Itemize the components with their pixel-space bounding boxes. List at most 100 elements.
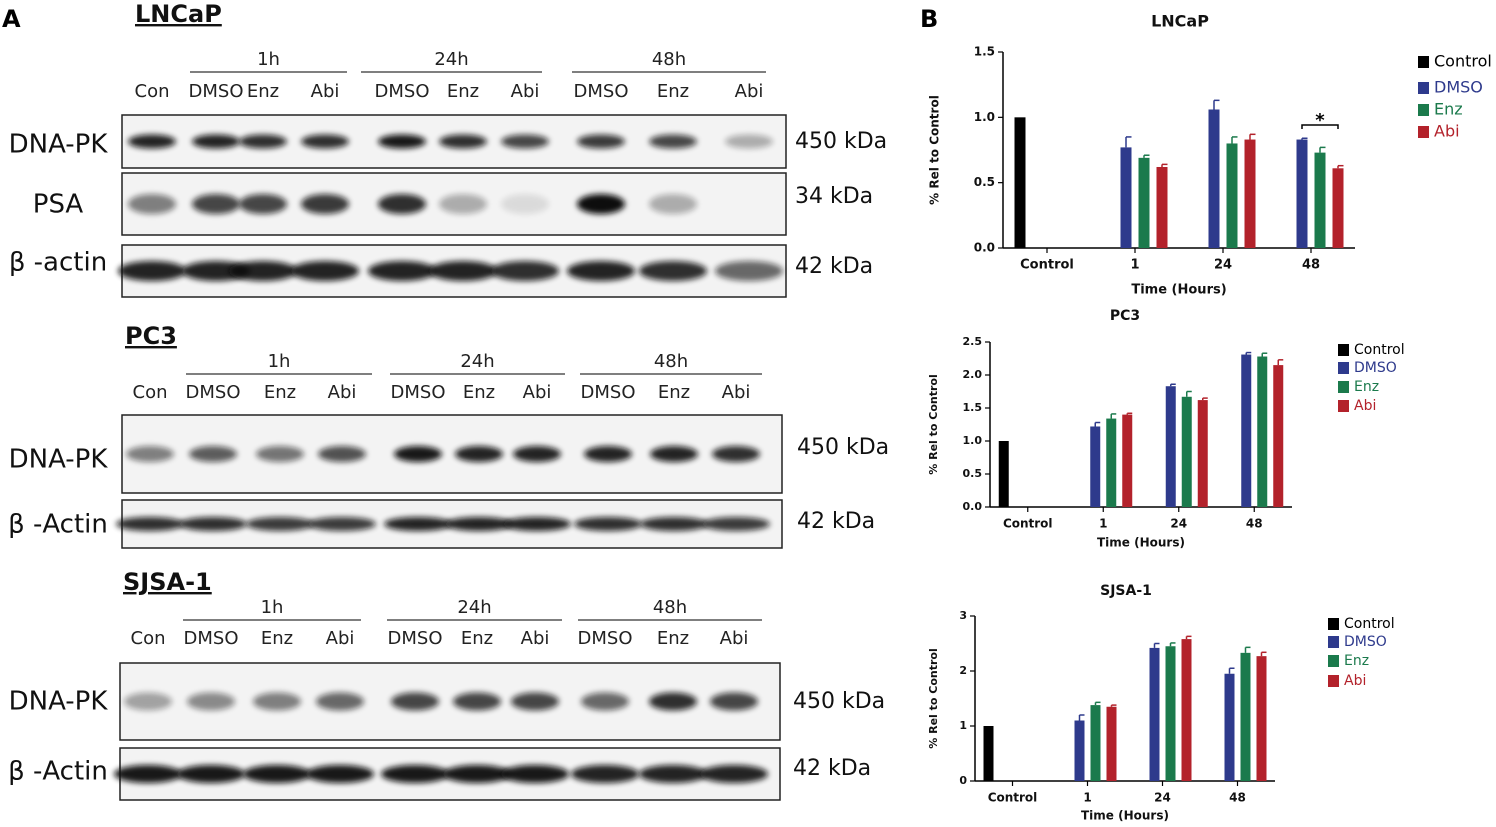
band (378, 194, 426, 214)
x-tick-label: 48 (1229, 791, 1246, 805)
band (187, 692, 235, 711)
band (308, 517, 376, 531)
band (253, 692, 301, 711)
protein-label: PSA (33, 190, 84, 220)
protein-label: β -Actin (8, 757, 108, 787)
lane-label: Enz (658, 382, 690, 403)
x-tick-label: Control (1020, 258, 1074, 273)
chart-title: LNCaP (1151, 12, 1209, 31)
band (501, 765, 569, 783)
band (574, 517, 642, 531)
lane-label: Enz (461, 628, 493, 649)
lane-label: DMSO (391, 382, 446, 403)
bar (998, 441, 1009, 507)
band (391, 692, 439, 711)
legend-swatch (1338, 381, 1349, 393)
bar (1106, 706, 1117, 781)
bar (1332, 168, 1344, 248)
band (229, 261, 297, 281)
band (384, 517, 452, 531)
x-axis-label: Time (Hours) (1081, 809, 1169, 823)
band (443, 765, 511, 783)
band (491, 261, 559, 281)
band (584, 446, 632, 462)
bar (983, 726, 994, 781)
legend-swatch (1418, 104, 1429, 116)
lane-label: DMSO (574, 81, 629, 102)
legend-swatch (1338, 344, 1349, 356)
bar (1208, 109, 1220, 248)
band (118, 261, 186, 281)
lane-label: Con (135, 81, 170, 102)
group-label: 48h (653, 597, 687, 618)
lane-label: DMSO (184, 628, 239, 649)
group-label: 1h (261, 597, 284, 618)
band (239, 194, 287, 214)
x-axis-label: Time (Hours) (1131, 283, 1226, 298)
band (114, 765, 182, 783)
y-tick-label: 1.0 (963, 434, 983, 447)
group-label: 1h (268, 351, 291, 372)
kda-label: 42 kDa (795, 254, 873, 279)
band (318, 446, 366, 462)
band (439, 194, 487, 214)
legend-label: Abi (1354, 398, 1376, 414)
band (455, 446, 503, 462)
group-label: 48h (652, 49, 686, 70)
panel-label: B (920, 5, 938, 33)
band (243, 765, 311, 783)
x-tick-label: 24 (1214, 258, 1232, 273)
y-tick-label: 0.0 (963, 500, 983, 513)
protein-label: DNA-PK (9, 130, 109, 160)
y-tick-label: 2.5 (963, 335, 983, 348)
band (639, 261, 707, 281)
bar (1240, 652, 1251, 781)
y-tick-label: 3 (959, 609, 967, 622)
band (571, 765, 639, 783)
legend-label: Abi (1344, 673, 1366, 689)
blot-title: SJSA-1 (123, 568, 212, 596)
x-tick-label: 1 (1099, 517, 1107, 531)
legend-swatch (1338, 400, 1349, 412)
bar (1197, 400, 1208, 507)
legend-label: DMSO (1344, 634, 1387, 650)
x-tick-label: Control (1003, 517, 1053, 531)
band (368, 261, 436, 281)
band (394, 446, 442, 462)
lane-label: Enz (247, 81, 279, 102)
group-label: 24h (434, 49, 468, 70)
legend-swatch (1338, 362, 1349, 374)
protein-label: DNA-PK (9, 445, 109, 475)
blot-title: LNCaP (135, 0, 222, 28)
legend-swatch (1328, 675, 1339, 687)
band (124, 692, 172, 711)
protein-label: DNA-PK (9, 687, 109, 717)
lane-label: DMSO (375, 81, 430, 102)
lane-label: Abi (326, 628, 355, 649)
lane-label: DMSO (388, 628, 443, 649)
lane-label: Enz (261, 628, 293, 649)
band (291, 261, 359, 281)
band (239, 134, 287, 149)
group-label: 1h (257, 49, 280, 70)
band (503, 517, 571, 531)
legend-swatch (1328, 655, 1339, 667)
band (577, 194, 625, 214)
y-tick-label: 1.5 (974, 45, 995, 59)
x-tick-label: 48 (1246, 517, 1263, 531)
legend-label: Control (1434, 52, 1492, 71)
band (128, 134, 176, 149)
lane-label: Abi (328, 382, 357, 403)
kda-label: 450 kDa (797, 435, 889, 460)
lane-label: Abi (511, 81, 540, 102)
bar (1181, 639, 1192, 781)
x-tick-label: 1 (1083, 791, 1091, 805)
band (381, 765, 449, 783)
band (192, 194, 240, 214)
band (128, 194, 176, 214)
y-tick-label: 2.0 (963, 368, 983, 381)
band (453, 692, 501, 711)
band (189, 446, 237, 462)
bar (1074, 720, 1085, 781)
